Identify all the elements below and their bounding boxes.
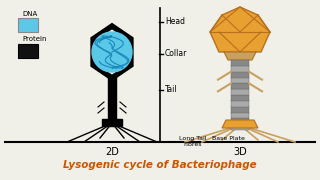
Bar bbox=[231, 112, 249, 118]
Bar bbox=[18, 18, 38, 32]
Text: 2D: 2D bbox=[105, 147, 119, 157]
Bar bbox=[231, 94, 249, 101]
Bar bbox=[231, 71, 249, 78]
Text: Long Tail
Fibres: Long Tail Fibres bbox=[179, 136, 207, 147]
Text: DNA: DNA bbox=[22, 11, 37, 17]
Text: Lysogenic cycle of Bacteriophage: Lysogenic cycle of Bacteriophage bbox=[63, 160, 257, 170]
Bar bbox=[231, 100, 249, 107]
Text: Collar: Collar bbox=[165, 50, 188, 59]
Bar bbox=[231, 118, 249, 124]
Bar bbox=[102, 119, 122, 126]
Bar bbox=[231, 106, 249, 112]
Bar bbox=[231, 89, 249, 95]
Polygon shape bbox=[92, 24, 132, 80]
Text: Tail: Tail bbox=[165, 86, 178, 94]
Text: Base Plate: Base Plate bbox=[212, 136, 244, 141]
Circle shape bbox=[92, 32, 132, 72]
Text: Head: Head bbox=[165, 17, 185, 26]
Bar bbox=[108, 76, 116, 84]
Polygon shape bbox=[95, 29, 129, 75]
Bar bbox=[231, 124, 249, 130]
Bar bbox=[231, 77, 249, 83]
Polygon shape bbox=[210, 7, 270, 52]
Bar bbox=[108, 84, 116, 120]
Bar bbox=[18, 44, 38, 58]
Bar bbox=[231, 60, 249, 66]
Text: Protein: Protein bbox=[22, 36, 46, 42]
Bar bbox=[231, 83, 249, 89]
Polygon shape bbox=[224, 52, 256, 60]
Polygon shape bbox=[222, 120, 258, 128]
Text: 3D: 3D bbox=[233, 147, 247, 157]
Bar bbox=[231, 65, 249, 72]
